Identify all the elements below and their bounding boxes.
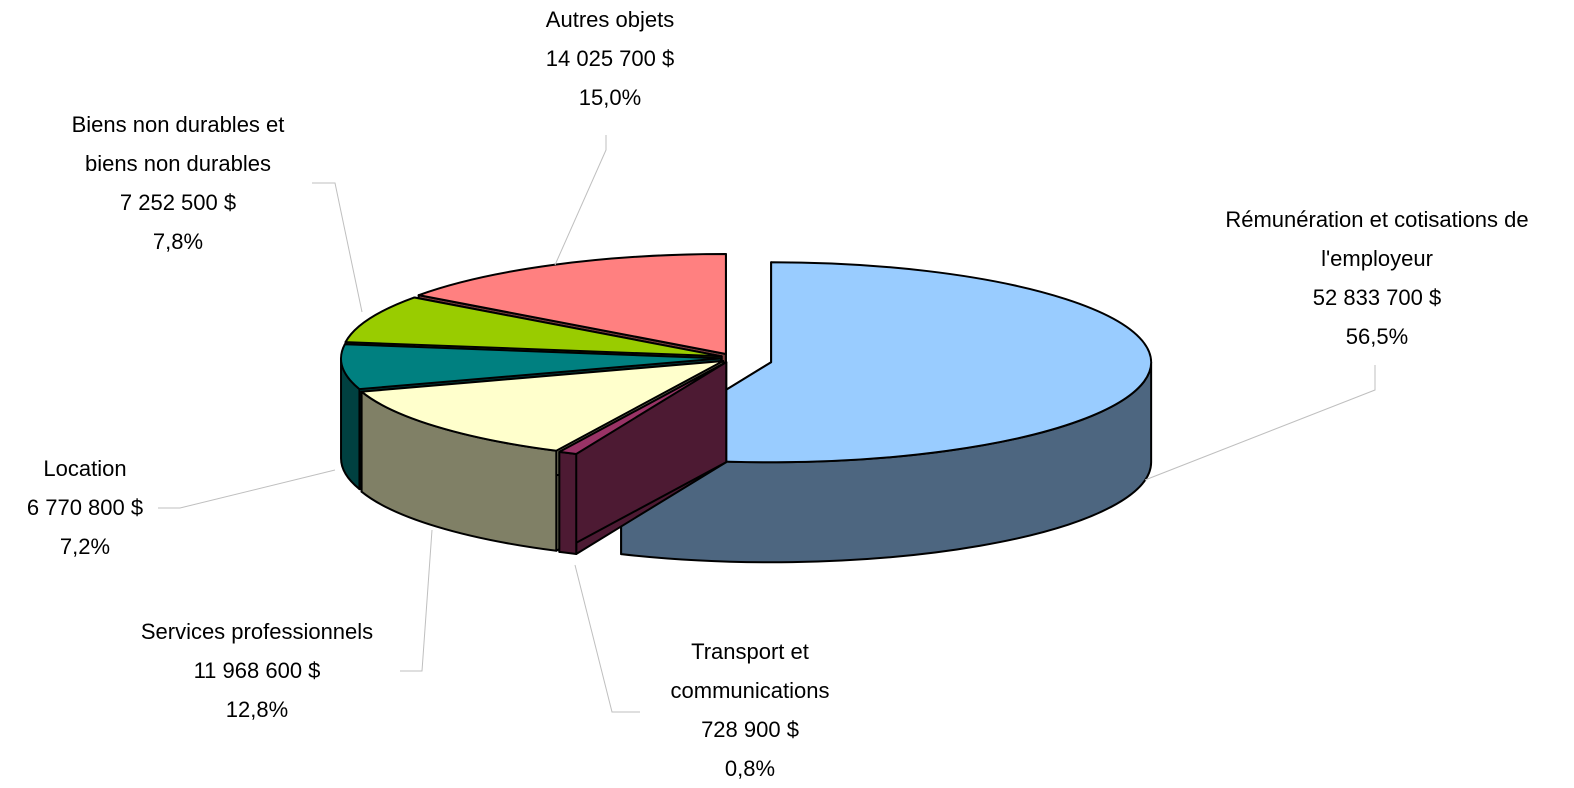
category-label: Autres objets [545,7,675,32]
slice [558,361,728,555]
slice-top [340,343,723,391]
slice-top [620,261,1153,464]
category-label: Transport et communications [670,639,830,703]
percent-label: 56,5% [1345,324,1409,349]
percent-label: 7,2% [59,534,111,559]
leader-line [574,564,640,713]
value-label: 14 025 700 $ [545,46,675,71]
category-label: Services professionnels [140,619,374,644]
value-label: 11 968 600 $ [193,658,321,683]
percent-label: 7,8% [152,229,204,254]
leader-line [400,529,433,672]
slice-top [417,252,727,355]
data-label: Services professionnels 11 968 600 $ 12,8% [87,612,427,729]
slice-top [558,361,728,455]
data-label: Biens non durables et biens non durables… [43,105,313,261]
slice-top [360,359,725,452]
category-label: Location [43,456,127,481]
data-label: Transport et communications 728 900 $ 0,8% [635,632,865,788]
slice-side [558,450,578,555]
leader-line [312,182,363,313]
slice [620,261,1153,564]
percent-label: 15,0% [578,85,642,110]
data-label: Rémunération et cotisations de l'employe… [1212,200,1542,356]
percent-label: 12,8% [225,697,289,722]
leader-line [158,469,336,509]
data-label: Location 6 770 800 $ 7,2% [0,449,170,566]
slice-top [344,296,723,358]
value-label: 728 900 $ [701,717,799,742]
category-label: Biens non durables et biens non durables [71,112,285,176]
leader-line [1144,365,1376,481]
value-label: 6 770 800 $ [26,495,144,520]
value-label: 7 252 500 $ [119,190,237,215]
data-label: Autres objets 14 025 700 $ 15,0% [480,0,740,117]
value-label: 52 833 700 $ [1312,285,1442,310]
category-label: Rémunération et cotisations de l'employe… [1225,207,1529,271]
percent-label: 0,8% [724,756,776,781]
leader-line [554,135,607,266]
